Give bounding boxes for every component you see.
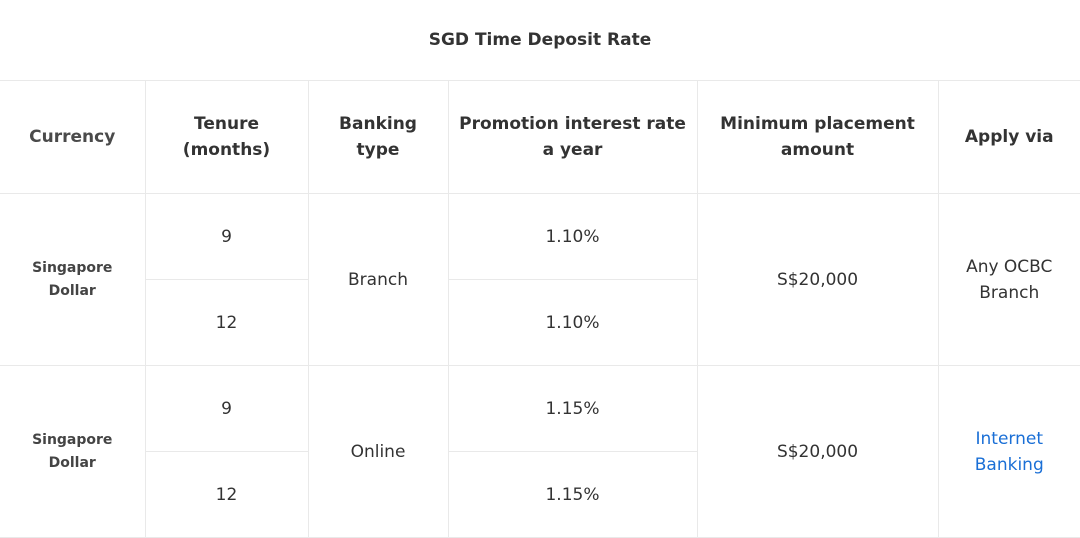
table-row: 12 1.10% [0,279,1080,366]
apply-via-cell: Internet Banking [937,365,1080,538]
header-apply-via: Apply via [937,80,1080,194]
tenure-cell: 9 [144,365,309,452]
table-row: Singapore Dollar 9 Branch 1.10% S$20,000 … [0,193,1080,366]
header-minimum-placement: Minimum placement amount [696,80,939,194]
table-title: SGD Time Deposit Rate [428,30,652,50]
header-promotion-rate: Promotion interest rate a year [447,80,698,194]
rate-cell: 1.15% [447,451,697,538]
header-currency: Currency [0,80,146,194]
rate-cell: 1.10% [447,279,697,366]
tenure-cell: 12 [145,279,309,366]
tenure-cell: 9 [144,193,309,280]
table-header-row: Currency Tenure (months) Banking type Prom… [0,80,1080,194]
rate-cell: 1.10% [447,193,698,280]
deposit-rate-table: Currency Tenure (months) Banking type Prom… [0,80,1080,538]
apply-via-cell: Any OCBC Branch [937,193,1080,366]
internet-banking-link[interactable]: Internet Banking [974,428,1044,475]
minimum-amount-cell: S$20,000 [696,365,939,538]
banking-type-cell: Online [307,365,449,538]
header-banking-type: Banking type [307,80,449,194]
minimum-amount-cell: S$20,000 [696,193,939,366]
table-row: Singapore Dollar 9 Online 1.15% S$20,000 … [0,365,1080,538]
currency-cell: Singapore Dollar [0,193,146,366]
currency-cell: Singapore Dollar [0,365,146,538]
rate-cell: 1.15% [447,365,698,452]
header-tenure: Tenure (months) [144,80,309,194]
banking-type-cell: Branch [307,193,449,366]
tenure-cell: 12 [145,451,309,538]
